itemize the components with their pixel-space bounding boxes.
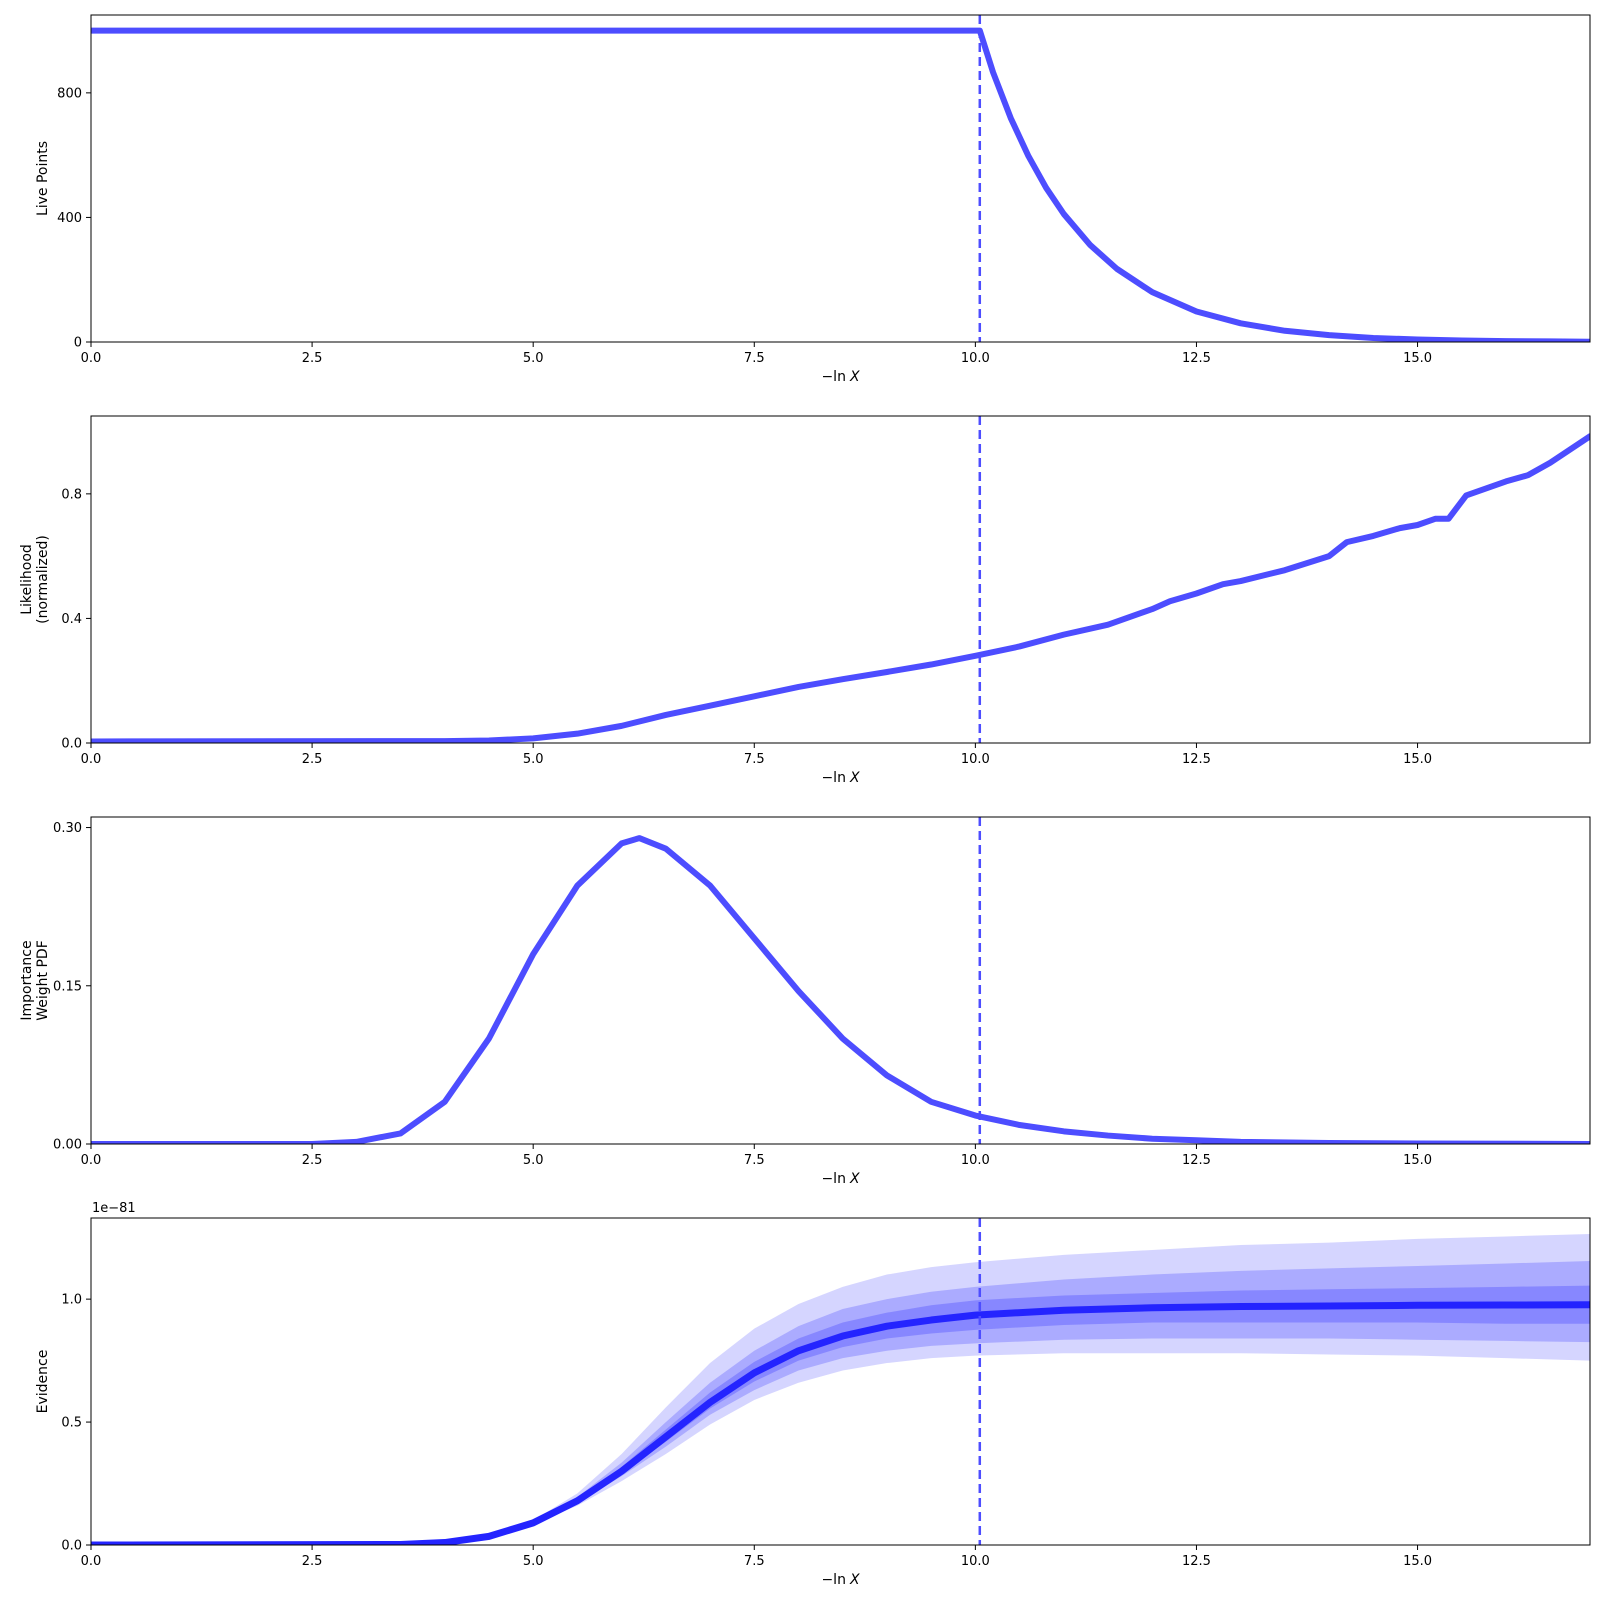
x-tick-label: 15.0 <box>1403 351 1432 366</box>
x-tick-label: 7.5 <box>744 1554 765 1569</box>
y-tick-label: 0.8 <box>61 487 82 502</box>
x-tick-label: 10.0 <box>961 1554 990 1569</box>
x-axis-label-variable: X <box>849 1572 860 1588</box>
y-axis-label: (normalized) <box>35 535 51 624</box>
x-tick-label: 5.0 <box>523 351 544 366</box>
x-axis-label-prefix: −ln <box>821 1171 846 1187</box>
x-tick-label: 7.5 <box>744 1153 765 1168</box>
x-tick-label: 10.0 <box>961 1153 990 1168</box>
y-tick-label: 0.0 <box>61 1539 82 1554</box>
evidence-median-line <box>91 1301 1590 1545</box>
y-axis-label: Weight PDF <box>35 940 51 1021</box>
x-tick-label: 12.5 <box>1182 1153 1211 1168</box>
x-tick-label: 15.0 <box>1403 1554 1432 1569</box>
x-axis-label-prefix: −ln <box>821 770 846 786</box>
axes-frame <box>90 1217 1591 1546</box>
x-tick-label: 10.0 <box>961 351 990 366</box>
y-axis-label: Evidence <box>35 1350 51 1414</box>
panel-live-points: 0.0 2.5 5.0 7.5 10.0 12.5 15.0 0 400 800 −ln X Live … <box>35 14 1591 385</box>
y-tick-label: 0.0 <box>61 737 82 752</box>
x-tick-label: 15.0 <box>1403 752 1432 767</box>
x-tick-label: 2.5 <box>302 351 323 366</box>
y-tick-label: 0.4 <box>61 612 82 627</box>
x-tick-label: 0.0 <box>81 351 102 366</box>
y-tick-label: 0.5 <box>61 1416 82 1431</box>
panel-evidence: 0.0 2.5 5.0 7.5 10.0 12.5 15.0 0.0 0.5 1.0 −ln X Evi… <box>35 1201 1591 1588</box>
y-axis-label: Importance <box>19 940 35 1020</box>
x-axis-label: −ln X <box>821 1572 860 1588</box>
x-tick-label: 0.0 <box>81 1153 102 1168</box>
y-tick-label: 0.30 <box>53 821 82 836</box>
axes-frame <box>90 415 1591 744</box>
plot-area <box>91 1233 1590 1545</box>
y-tick-label: 0.00 <box>53 1138 82 1153</box>
x-tick-label: 12.5 <box>1182 1554 1211 1569</box>
plot-area <box>91 27 1590 342</box>
x-tick-label: 2.5 <box>302 1554 323 1569</box>
panel-importance-weight: 0.0 2.5 5.0 7.5 10.0 12.5 15.0 0.00 0.15 0.30 −ln X… <box>19 816 1591 1187</box>
y-axis-label: Likelihood <box>19 544 35 615</box>
x-tick-label: 7.5 <box>744 752 765 767</box>
y-tick-label: 800 <box>57 86 82 101</box>
x-tick-label: 12.5 <box>1182 752 1211 767</box>
panel-likelihood: 0.0 2.5 5.0 7.5 10.0 12.5 15.0 0.0 0.4 0.8 −ln X Lik… <box>19 415 1591 786</box>
y-tick-label: 400 <box>57 211 82 226</box>
x-tick-label: 0.0 <box>81 1554 102 1569</box>
y-tick-label: 1.0 <box>61 1293 82 1308</box>
y-axis-offset-label: 1e−81 <box>92 1201 136 1216</box>
plot-area <box>91 835 1590 1144</box>
x-axis-label-prefix: −ln <box>821 369 846 385</box>
x-tick-label: 15.0 <box>1403 1153 1432 1168</box>
axes-frame <box>90 14 1591 343</box>
x-axis-label: −ln X <box>821 1171 860 1187</box>
x-tick-label: 5.0 <box>523 752 544 767</box>
x-axis-label-variable: X <box>849 1171 860 1187</box>
likelihood-series-line <box>91 433 1590 743</box>
x-axis-label-prefix: −ln <box>821 1572 846 1588</box>
y-axis-label: Live Points <box>35 141 51 216</box>
x-tick-label: 10.0 <box>961 752 990 767</box>
x-tick-label: 2.5 <box>302 752 323 767</box>
x-axis-label-variable: X <box>849 770 860 786</box>
x-tick-label: 12.5 <box>1182 351 1211 366</box>
x-axis-label: −ln X <box>821 770 860 786</box>
x-axis-label-variable: X <box>849 369 860 385</box>
x-tick-label: 2.5 <box>302 1153 323 1168</box>
live-points-series-line <box>91 27 1590 342</box>
importance-weight-series-line <box>91 835 1590 1144</box>
plot-area <box>91 433 1590 743</box>
x-tick-label: 5.0 <box>523 1153 544 1168</box>
x-axis-label: −ln X <box>821 369 860 385</box>
y-tick-label: 0.15 <box>53 979 82 994</box>
axes-frame <box>90 816 1591 1145</box>
x-tick-label: 7.5 <box>744 351 765 366</box>
y-tick-label: 0 <box>74 336 82 351</box>
x-tick-label: 5.0 <box>523 1554 544 1569</box>
evidence-band-middle <box>91 1261 1590 1545</box>
x-tick-label: 0.0 <box>81 752 102 767</box>
